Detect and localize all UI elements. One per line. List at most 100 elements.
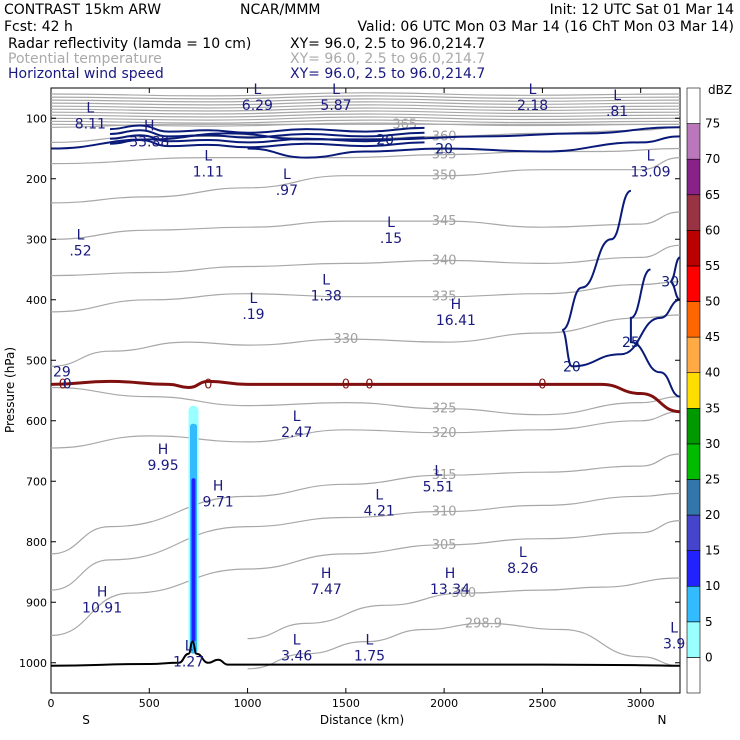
colorbar-segment [686,194,701,231]
theta-top-band [51,92,680,97]
theta-contour-350 [51,157,680,204]
extremum-high-marker: H [321,566,332,582]
extremum-low-marker: L [613,88,621,104]
colorbar-tick-label: 45 [705,330,720,344]
theta-label-355: 355 [432,148,457,163]
header-fcst: Fcst: 42 h [4,19,73,35]
theta-top-band [51,101,680,106]
colorbar-segment [686,265,701,302]
wind-core-contour [109,129,425,139]
header-valid: Valid: 06 UTC Mon 03 Mar 14 (16 ChT Mon … [358,19,734,35]
extremum-value: .19 [242,307,264,323]
theta-label-335: 335 [432,290,457,305]
extremum-value: .52 [69,243,91,259]
extremum-low-marker: L [375,487,383,503]
extremum-high-marker: H [445,566,456,582]
y-tick-label: 700 [26,475,47,488]
legend-wind: Horizontal wind speed [8,66,164,82]
colorbar-segment [686,336,701,374]
theta-top-band [51,116,680,121]
y-axis-label: Pressure (hPa) [3,347,17,433]
extremum-value: 4.21 [364,503,395,519]
theta-top-band [51,95,680,100]
theta-contour-365 [51,123,680,128]
colorbar-tick-label: 70 [705,152,720,166]
colorbar-segment [686,407,701,445]
extremum-low-marker: L [322,273,330,289]
extremum-value: 1.38 [311,289,342,305]
x-tick-label: 500 [139,697,160,710]
colorbar-tick-label: 25 [705,472,720,486]
colorbar-segment [686,585,701,623]
extremum-high-marker: H [213,478,224,494]
colorbar-segment [686,372,701,409]
colorbar-tick-label: 20 [705,508,720,522]
colorbar-tick-label: 50 [705,295,720,309]
extremum-low-marker: L [250,291,258,307]
y-tick-label: 500 [26,354,47,367]
extremum-low-marker: L [366,633,374,649]
theta-top-band [51,107,680,112]
y-tick-label: 300 [26,233,47,246]
extremum-low-marker: L [670,621,678,637]
theta-top-band [51,104,680,109]
zero-isotherm-label: 0 [342,377,350,392]
extremum-value: 3.9 [663,637,685,653]
theta-label-345: 345 [432,214,457,229]
theta-contour-320 [51,411,680,449]
extremum-low-marker: L [185,639,193,655]
zero-isotherm-line [51,379,680,414]
x-tick-label: 0 [48,697,55,710]
theta-label-310: 310 [432,505,457,520]
theta-label-315: 315 [432,468,457,483]
x-end-label-left: S [82,713,90,727]
extremum-value: 8.26 [507,561,538,577]
colorbar-tick-label: 65 [705,188,720,202]
extremum-value: 2.47 [281,425,312,441]
wind-label-20: 20 [563,359,581,375]
extremum-low-marker: L [77,227,85,243]
extremum-low-marker: L [204,149,212,165]
x-tick-label: 2000 [430,697,458,710]
extremum-value: 10.91 [82,600,122,616]
theta-contour-298.9 [247,622,680,670]
extremum-low-marker: L [86,100,94,116]
extremum-value: 33.88 [129,134,169,150]
wind-core-contour [109,134,425,144]
extremum-low-marker: L [253,82,261,98]
extremum-value: 3.46 [281,649,312,665]
edge-label: 0 [63,376,72,392]
y-tick-label: 400 [26,294,47,307]
colorbar-tick-label: 5 [705,615,713,629]
theta-contour-335 [51,281,680,313]
wind-label-25: 25 [622,335,640,351]
colorbar-tick-label: 55 [705,259,720,273]
colorbar-segment [686,657,701,694]
theta-label-325: 325 [432,402,457,417]
theta-top-band [51,110,680,115]
colorbar-segment [686,479,701,516]
theta-label-340: 340 [432,253,457,268]
extremum-high-marker: H [451,297,462,313]
colorbar-tick-label: 15 [705,544,720,558]
theta-contour-300 [247,577,680,640]
colorbar-tick-label: 0 [705,650,713,664]
axes: 0 500 1000 1500 2000 2500 30001002003004005006… [19,88,680,710]
colorbar-segment [686,87,701,124]
y-tick-label: 900 [26,596,47,609]
extremum-value: 9.95 [147,458,178,474]
extremum-value: 13.34 [430,582,470,598]
colorbar-tick-label: 30 [705,437,720,451]
theta-label-298.9: 298.9 [465,616,502,631]
wind-contour-25 [629,268,680,398]
zero-isotherm-label: 0 [59,377,67,392]
legend-reflectivity-xy: XY= 96.0, 2.5 to 96.0,214.7 [290,36,485,52]
high-low-labels: L8.11 H33.88L6.29L5.87L2.18L.81L13.09L1.1… [53,82,685,671]
wind-contour-20 [247,135,680,159]
legend-theta: Potential temperature [8,51,162,67]
colorbar-segment [686,123,701,160]
extremum-value: 5.51 [423,479,454,495]
extremum-low-marker: L [293,409,301,425]
